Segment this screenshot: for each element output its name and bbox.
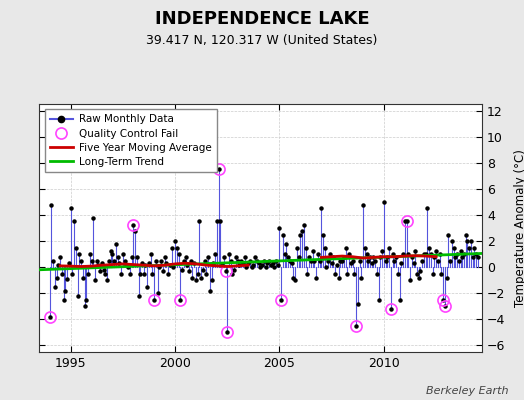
Legend: Raw Monthly Data, Quality Control Fail, Five Year Moving Average, Long-Term Tren: Raw Monthly Data, Quality Control Fail, … bbox=[45, 109, 217, 172]
Text: INDEPENDENCE LAKE: INDEPENDENCE LAKE bbox=[155, 10, 369, 28]
Text: 39.417 N, 120.317 W (United States): 39.417 N, 120.317 W (United States) bbox=[146, 34, 378, 47]
Y-axis label: Temperature Anomaly (°C): Temperature Anomaly (°C) bbox=[514, 149, 524, 307]
Text: Berkeley Earth: Berkeley Earth bbox=[426, 386, 508, 396]
